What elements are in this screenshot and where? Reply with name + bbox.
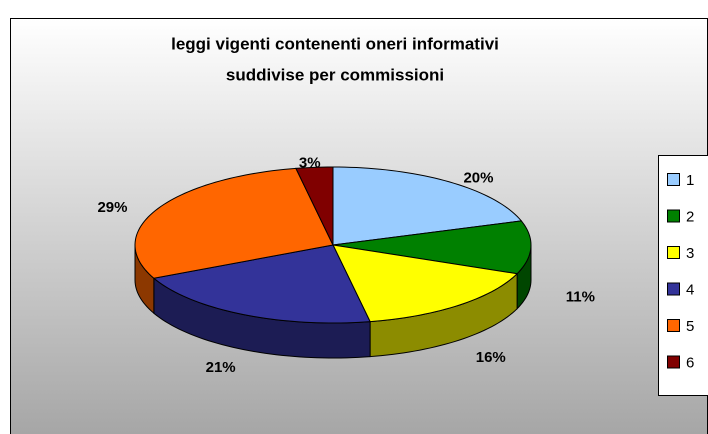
data-label: 3% (299, 154, 321, 171)
legend-label: 4 (686, 281, 694, 298)
slice (295, 166, 334, 246)
chart-title: suddivise per commissioni (226, 65, 444, 84)
data-label: 21% (206, 359, 236, 376)
chart-title: leggi vigenti contenenti oneri informati… (171, 34, 499, 53)
legend-swatch (667, 319, 680, 332)
legend-swatch (667, 246, 680, 259)
legend-label: 1 (686, 172, 694, 189)
slice (332, 244, 519, 323)
legend (658, 155, 708, 396)
data-label: 29% (97, 199, 127, 216)
slice (152, 244, 371, 324)
data-label: 16% (476, 349, 506, 366)
legend-label: 6 (686, 354, 694, 371)
slice (332, 220, 532, 275)
legend-swatch (667, 355, 680, 369)
data-label: 11% (566, 289, 595, 306)
legend-swatch (667, 173, 680, 186)
slice (332, 166, 523, 246)
legend-label: 5 (686, 318, 694, 335)
legend-label: 2 (686, 208, 694, 225)
legend-swatch (667, 209, 680, 223)
legend-swatch (667, 282, 680, 296)
slice (134, 167, 334, 279)
legend-label: 3 (686, 245, 694, 262)
data-label: 20% (463, 170, 493, 187)
